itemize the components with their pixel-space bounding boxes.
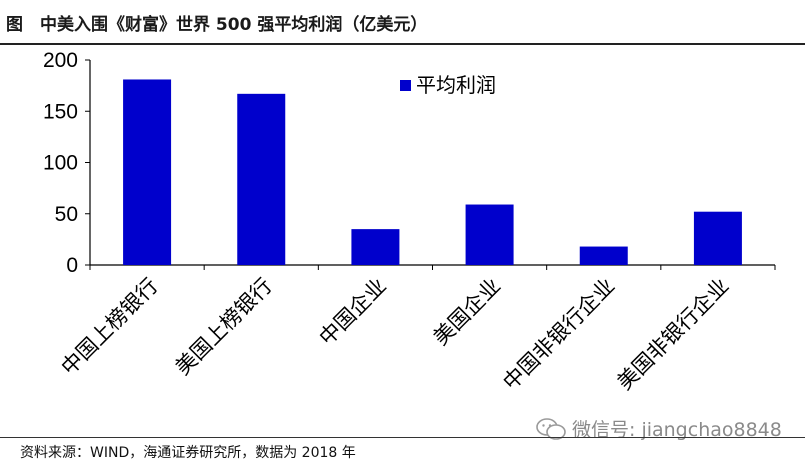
- legend-label: 平均利润: [416, 73, 496, 97]
- bar-3: [351, 229, 400, 265]
- y-tick-label: 0: [66, 254, 78, 277]
- x-category-label: 中国非银行企业: [498, 274, 619, 395]
- source-note: 资料来源：WIND，海通证券研究所，数据为 2018 年: [20, 445, 356, 461]
- watermark-text: 微信号: jiangchao8848: [572, 419, 782, 441]
- x-category-label: 美国上榜银行: [171, 274, 277, 380]
- chart-legend: 平均利润: [400, 73, 496, 97]
- bar-6: [693, 211, 742, 265]
- y-tick-label: 100: [43, 152, 78, 175]
- y-tick-label: 200: [43, 49, 78, 72]
- x-category-label: 美国非银行企业: [613, 274, 734, 395]
- bar-1: [123, 79, 172, 265]
- bar-5: [579, 246, 628, 265]
- legend-swatch: [400, 80, 411, 91]
- title-divider: [0, 43, 805, 45]
- wechat-watermark: 微信号: jiangchao8848: [536, 415, 782, 442]
- x-category-label: 中国上榜银行: [57, 274, 163, 380]
- bar-2: [237, 93, 286, 265]
- bar-4: [465, 204, 514, 265]
- y-tick-label: 150: [43, 100, 78, 123]
- x-category-label: 中国企业: [315, 274, 391, 350]
- y-tick-label: 50: [55, 203, 78, 226]
- x-category-label: 美国企业: [429, 274, 505, 350]
- chart-bars: [123, 79, 742, 265]
- figure-title: 图 中美入围《财富》世界 500 强平均利润（亿美元）: [6, 15, 428, 35]
- chart-axes: 0 50 100 150 200: [43, 49, 776, 277]
- source-divider: [0, 437, 805, 438]
- wechat-icon: [536, 417, 566, 440]
